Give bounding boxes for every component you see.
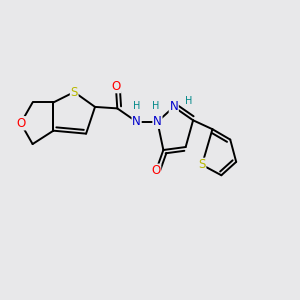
Text: H: H: [185, 96, 192, 106]
Text: N: N: [169, 100, 178, 113]
Text: H: H: [152, 101, 160, 111]
Text: O: O: [16, 117, 25, 130]
Text: N: N: [153, 115, 162, 128]
Text: S: S: [198, 158, 206, 171]
Text: O: O: [111, 80, 120, 93]
Text: O: O: [151, 164, 160, 177]
Text: S: S: [70, 85, 78, 98]
Text: H: H: [133, 101, 140, 111]
Text: N: N: [132, 115, 141, 128]
